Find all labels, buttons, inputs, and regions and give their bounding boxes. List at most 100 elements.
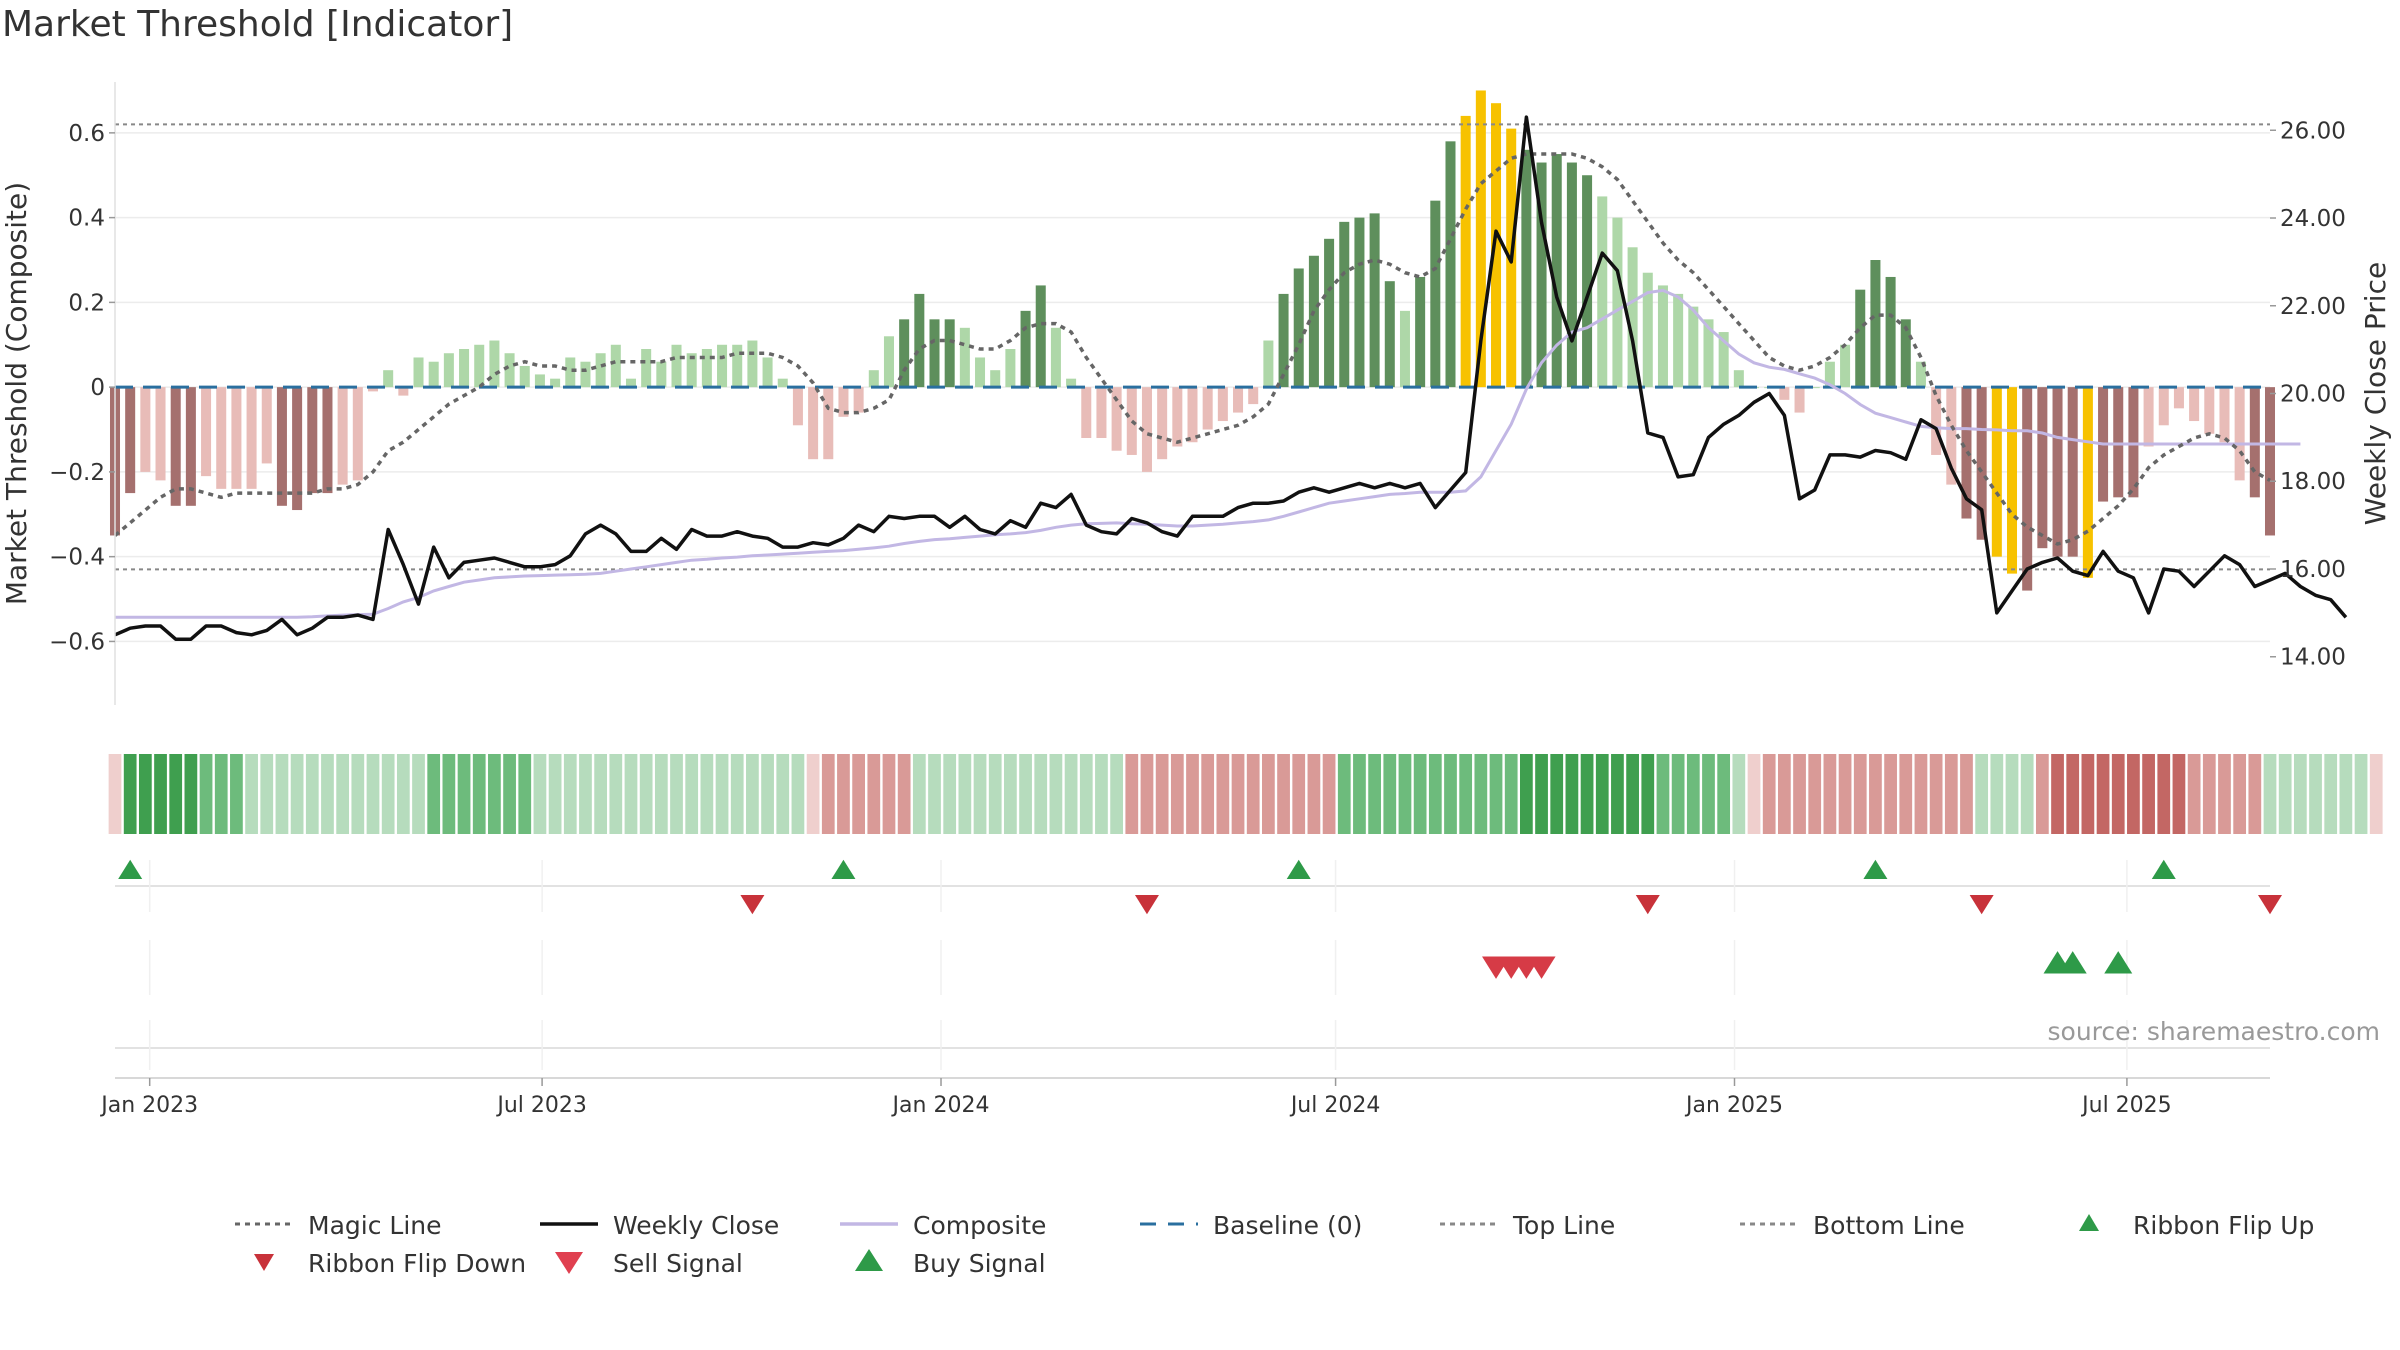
composite-bar — [1551, 154, 1562, 388]
composite-bar — [1324, 238, 1335, 388]
composite-bar — [1081, 387, 1092, 438]
composite-bar — [170, 387, 181, 506]
ribbon-cell — [1565, 754, 1579, 834]
y2-tick-label: 26.00 — [2280, 118, 2346, 144]
ribbon-cell — [199, 754, 213, 834]
ribbon-flip-down-marker — [1134, 895, 1159, 915]
ribbon-cell — [472, 754, 486, 834]
legend-swatch — [2079, 1214, 2099, 1231]
composite-bar — [2052, 387, 2063, 557]
ribbon-cell — [1535, 754, 1548, 834]
ribbon-cell — [912, 754, 926, 834]
legend-swatch — [555, 1252, 583, 1274]
composite-bar — [762, 357, 773, 388]
ribbon-flip-down-marker — [1969, 895, 1994, 915]
composite-bar — [1536, 162, 1547, 388]
composite-bar — [322, 387, 333, 494]
composite-bar — [504, 353, 515, 388]
ribbon-cell — [2263, 754, 2277, 834]
ribbon-cell — [1702, 754, 1715, 834]
y2-tick-label: 24.00 — [2280, 206, 2346, 232]
ribbon-cell — [1777, 754, 1791, 834]
ribbon-cell — [1717, 754, 1731, 834]
composite-bar — [595, 353, 606, 388]
composite-bar — [656, 361, 667, 388]
ribbon-cell — [2278, 754, 2292, 834]
legend-swatch — [254, 1254, 274, 1271]
composite-bar — [246, 387, 257, 489]
ribbon-cell — [1595, 754, 1609, 834]
composite-bar — [1915, 361, 1926, 388]
composite-bar — [383, 370, 394, 388]
ribbon-cell — [685, 754, 699, 834]
ribbon-cell — [1656, 754, 1670, 834]
composite-bar — [428, 361, 439, 388]
composite-bar — [929, 319, 940, 388]
ribbon-cell — [169, 754, 183, 834]
ribbon-cell — [1990, 754, 2004, 834]
y-tick-label: 0.6 — [68, 121, 105, 147]
composite-bar — [1430, 200, 1441, 388]
date-tick-label: Jul 2024 — [1289, 1093, 1381, 1118]
ribbon-cell — [1322, 754, 1336, 834]
composite-bar — [474, 344, 485, 388]
composite-bar — [1141, 387, 1152, 472]
ribbon-cell — [821, 754, 835, 834]
sell-signal-marker — [1527, 956, 1556, 979]
composite-bar — [2128, 387, 2139, 498]
composite-bar — [580, 361, 591, 388]
ribbon-cell — [336, 754, 350, 834]
ribbon-cell — [791, 754, 805, 834]
composite-bar — [1491, 103, 1502, 388]
composite-bar — [307, 387, 318, 494]
composite-bar — [1354, 217, 1365, 388]
ribbon-cell — [943, 754, 957, 834]
ribbon-cell — [897, 754, 911, 834]
composite-bar — [2249, 387, 2260, 498]
ribbon-cell — [1125, 754, 1139, 834]
ribbon-cell — [2187, 754, 2201, 834]
composite-bar — [944, 319, 955, 388]
ribbon-cell — [427, 754, 441, 834]
ribbon-cell — [230, 754, 243, 834]
ribbon-cell — [1110, 754, 1123, 834]
ribbon-flip-down-marker — [1635, 895, 1660, 915]
ribbon-cell — [1474, 754, 1488, 834]
ribbon-cell — [1975, 754, 1989, 834]
ribbon-cell — [1823, 754, 1837, 834]
ribbon-cell — [2354, 754, 2368, 834]
composite-bar — [1779, 387, 1790, 400]
ribbon-cell — [2369, 754, 2383, 834]
ribbon-cell — [988, 754, 1002, 834]
composite-bar — [1369, 213, 1380, 388]
composite-bar — [1217, 387, 1228, 422]
composite-bar — [1688, 306, 1699, 388]
ribbon-cell — [1838, 754, 1852, 834]
ribbon-cell — [700, 754, 714, 834]
ribbon-cell — [715, 754, 729, 834]
composite-bar — [747, 340, 758, 388]
legend-label: Sell Signal — [613, 1249, 743, 1278]
legend-item: Ribbon Flip Down — [254, 1249, 526, 1278]
ribbon-cell — [1019, 754, 1032, 834]
y2-tick-label: 18.00 — [2280, 469, 2346, 495]
ribbon-cell — [154, 754, 167, 834]
ribbon-cell — [457, 754, 471, 834]
ribbon-cell — [2066, 754, 2080, 834]
composite-bar — [1248, 387, 1259, 405]
composite-bar — [1840, 344, 1851, 388]
composite-bar — [1794, 387, 1805, 413]
y2-tick-label: 22.00 — [2280, 294, 2346, 320]
y-tick-label: −0.6 — [49, 629, 105, 655]
ribbon-cell — [1186, 754, 1199, 834]
ribbon-cell — [1095, 754, 1108, 834]
ribbon-cell — [1383, 754, 1397, 834]
composite-bar — [1415, 276, 1426, 388]
ribbon-cell — [730, 754, 744, 834]
composite-bar — [1703, 319, 1714, 388]
ribbon-flip-down-marker — [740, 895, 765, 915]
ribbon-cell — [973, 754, 987, 834]
y-tick-label: 0.4 — [68, 206, 105, 232]
ribbon-flip-up-marker — [831, 859, 856, 879]
composite-bar — [1673, 293, 1684, 388]
